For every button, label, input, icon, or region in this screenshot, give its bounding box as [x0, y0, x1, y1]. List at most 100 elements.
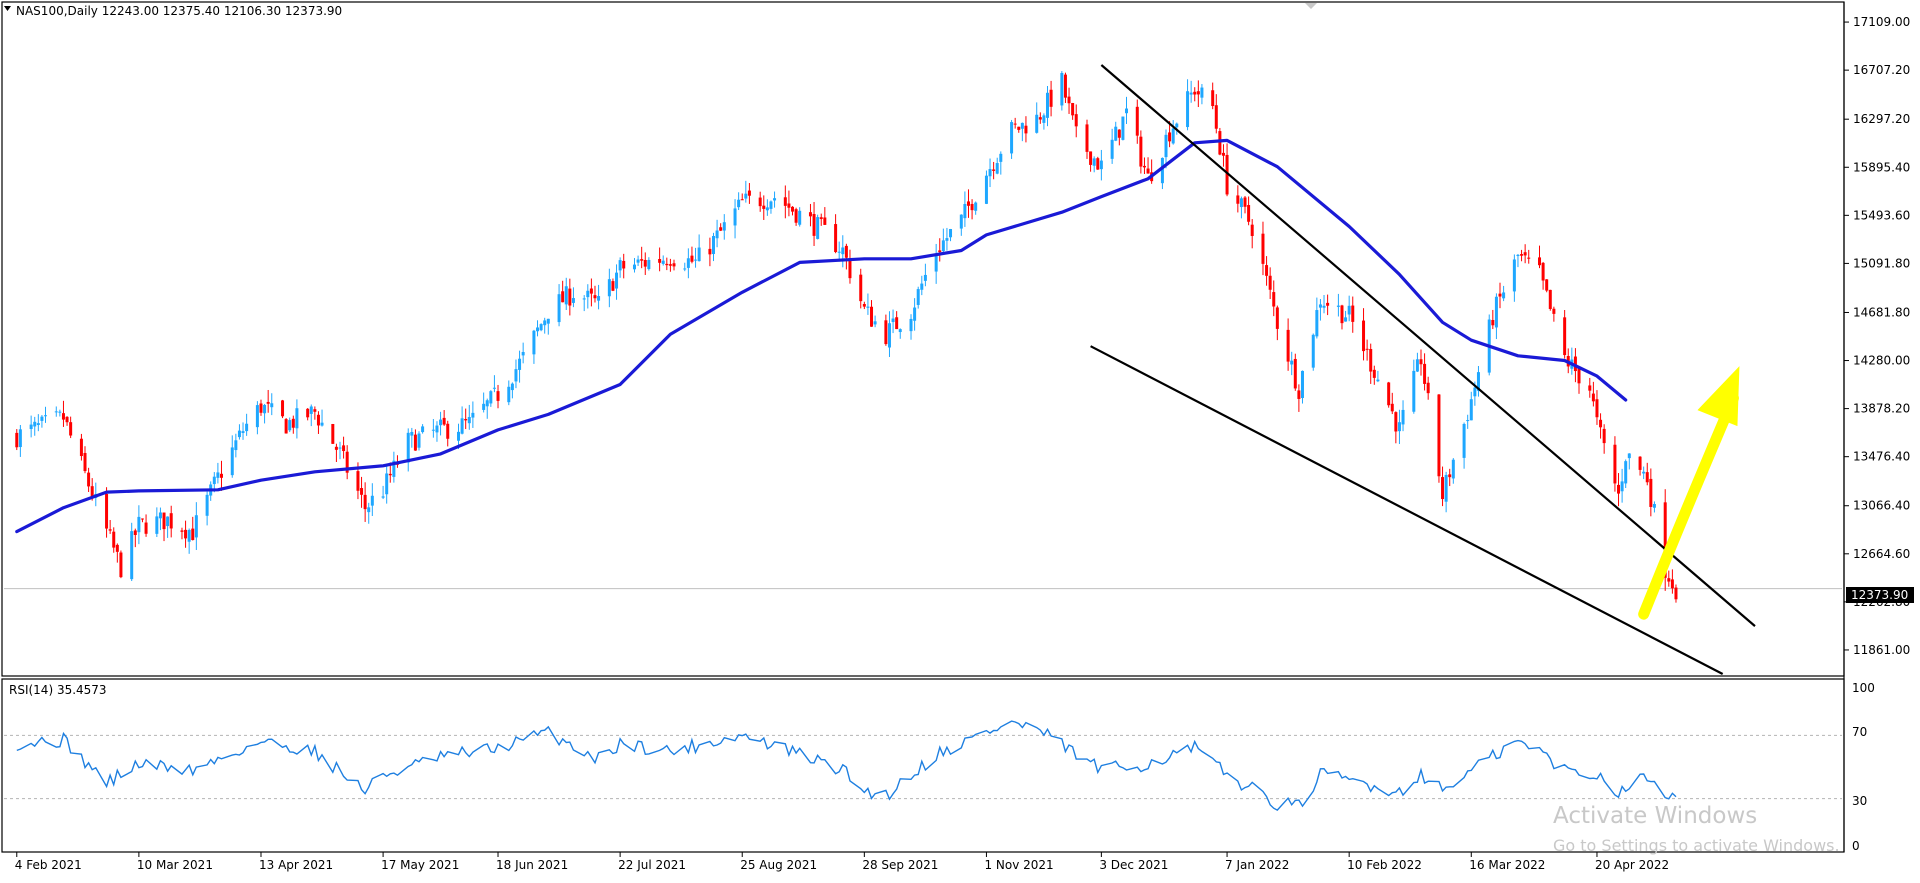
- bull-candle: [898, 329, 902, 333]
- collapse-triangle-icon[interactable]: [4, 6, 11, 11]
- bear-candle: [1117, 129, 1121, 138]
- bull-candle: [234, 440, 238, 451]
- date-tick-label: 10 Feb 2022: [1347, 858, 1422, 872]
- bear-candle: [1250, 224, 1254, 236]
- bear-candle: [1591, 393, 1595, 402]
- bull-candle: [1473, 387, 1477, 397]
- bull-candle: [916, 289, 920, 305]
- bear-candle: [1527, 257, 1531, 259]
- time-scale[interactable]: 4 Feb 2021 10 Mar 2021 13 Apr 2021 17 May 2…: [15, 852, 1669, 872]
- bull-candle: [769, 201, 773, 209]
- bull-candle: [866, 306, 870, 308]
- bear-candle: [808, 212, 812, 217]
- bull-candle: [1516, 254, 1520, 257]
- bear-candle: [708, 248, 712, 255]
- bear-candle: [819, 217, 823, 219]
- bull-candle: [514, 369, 518, 382]
- bear-candle: [1221, 152, 1225, 156]
- bear-candle: [83, 452, 87, 472]
- price-tick-label: 15091.80: [1853, 256, 1910, 270]
- bull-candle: [564, 286, 568, 305]
- bear-candle: [1663, 502, 1667, 578]
- bear-candle: [870, 306, 874, 327]
- rsi-scale-0: 0: [1852, 839, 1860, 853]
- bull-candle: [697, 247, 701, 262]
- bear-candle: [1595, 399, 1599, 418]
- bear-candle: [1013, 123, 1017, 125]
- lower-channel-line[interactable]: [1090, 345, 1724, 675]
- bear-candle: [1538, 257, 1542, 266]
- bear-candle: [1225, 154, 1229, 195]
- bull-candle: [29, 424, 33, 430]
- last-price-badge-text: 12373.90: [1851, 588, 1908, 602]
- bear-candle: [184, 529, 188, 539]
- bull-candle: [507, 386, 511, 403]
- bear-candle: [446, 423, 450, 439]
- bull-candle: [1164, 134, 1168, 158]
- upper-channel-line[interactable]: [1100, 64, 1756, 627]
- bull-candle: [999, 153, 1003, 162]
- bear-candle: [640, 259, 644, 261]
- bull-candle: [798, 210, 802, 225]
- bull-candle: [557, 294, 561, 323]
- bull-candle: [460, 418, 464, 434]
- bear-candle: [1372, 369, 1376, 378]
- bear-candle: [1523, 252, 1527, 256]
- bear-candle: [1588, 385, 1592, 391]
- channel-trendlines[interactable]: [1090, 64, 1756, 675]
- price-panel-frame: [1, 1, 1845, 677]
- bear-candle: [1548, 289, 1552, 309]
- bear-candle: [1089, 151, 1093, 165]
- bear-candle: [568, 288, 572, 306]
- bull-candle: [521, 351, 525, 356]
- bull-candle: [934, 253, 938, 272]
- bear-candle: [1362, 320, 1366, 352]
- bear-candle: [65, 416, 69, 423]
- bear-candle: [1674, 587, 1678, 600]
- bull-candle: [255, 405, 259, 428]
- bull-candle: [586, 290, 590, 298]
- bull-candle: [36, 423, 40, 426]
- bear-candle: [180, 530, 184, 532]
- price-scale[interactable]: 17109.00 16707.20 16297.20 15895.40 15493.60…: [1844, 15, 1910, 657]
- bull-candle: [137, 516, 141, 533]
- triangle-down-icon[interactable]: [1305, 3, 1317, 9]
- bull-candle: [765, 207, 769, 211]
- rsi-series: [16, 720, 1677, 811]
- bear-candle: [1545, 279, 1549, 291]
- price-tick-label: 15493.60: [1853, 208, 1910, 222]
- bull-candle: [370, 495, 374, 506]
- bear-candle: [1498, 293, 1502, 297]
- date-tick-label: 4 Feb 2021: [15, 858, 82, 872]
- bull-candle: [288, 420, 292, 431]
- bull-candle: [212, 476, 216, 485]
- date-tick-label: 18 Jun 2021: [496, 858, 568, 872]
- bear-candle: [593, 295, 597, 299]
- bull-candle: [1642, 471, 1646, 474]
- bear-candle: [1340, 305, 1344, 324]
- bear-candle: [966, 201, 970, 206]
- bear-candle: [284, 419, 288, 434]
- bear-candle: [1369, 348, 1373, 372]
- bull-candle: [482, 403, 486, 410]
- bear-candle: [306, 408, 310, 418]
- bear-candle: [79, 438, 83, 457]
- bear-candle: [848, 258, 852, 279]
- bull-candle: [909, 318, 913, 332]
- bull-candle: [1494, 296, 1498, 328]
- bear-candle: [834, 224, 838, 253]
- bull-candle: [155, 516, 159, 534]
- bull-candle: [1512, 259, 1516, 292]
- bull-candle: [582, 298, 586, 300]
- bull-candle: [837, 251, 841, 253]
- bull-candle: [647, 259, 651, 270]
- bear-candle: [1096, 158, 1100, 170]
- bear-candle: [442, 417, 446, 425]
- bull-candle: [1415, 359, 1419, 372]
- bull-candle: [33, 421, 37, 427]
- price-tick-label: 14280.00: [1853, 354, 1910, 368]
- bull-candle: [406, 432, 410, 463]
- bear-candle: [1218, 131, 1222, 155]
